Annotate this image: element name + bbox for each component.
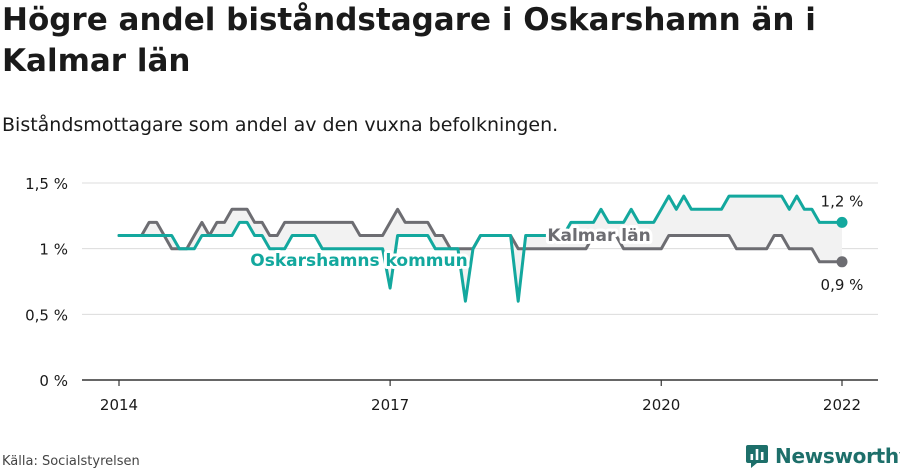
series-end-point: [836, 216, 848, 228]
chart-title: Högre andel biståndstagare i Oskarshamn …: [2, 2, 816, 79]
y-tick-label: 1 %: [39, 241, 68, 259]
series-line-oskarshamns-kommun: [117, 194, 844, 303]
series-end-point: [836, 256, 848, 268]
x-tick-label: 2020: [642, 396, 680, 414]
brand-name: Newsworthy: [775, 444, 900, 468]
series-label-oskarshamns-kommun-halo: Oskarshamns kommun: [250, 251, 467, 271]
y-tick-label: 0 %: [39, 372, 68, 390]
y-tick-label: 0,5 %: [25, 306, 68, 324]
end-value-label: 1,2 %: [821, 192, 864, 210]
source-note: Källa: Socialstyrelsen: [2, 454, 140, 469]
x-tick-label: 2014: [100, 396, 138, 414]
series-label-kalmar-lan-halo: Kalmar län: [547, 226, 650, 246]
y-tick-label: 1,5 %: [25, 175, 68, 193]
newsworthy-logo-icon: [746, 445, 768, 468]
series-label-kalmar-lan: Kalmar län: [547, 226, 650, 246]
end-value-label: 0,9 %: [821, 276, 864, 294]
x-tick-label: 2017: [371, 396, 409, 414]
brand-logo: Newsworthy: [745, 442, 900, 470]
series-label-oskarshamns-kommun: Oskarshamns kommun: [250, 251, 467, 271]
chart-subtitle: Biståndsmottagare som andel av den vuxna…: [2, 114, 559, 136]
x-tick-label: 2022: [823, 396, 861, 414]
